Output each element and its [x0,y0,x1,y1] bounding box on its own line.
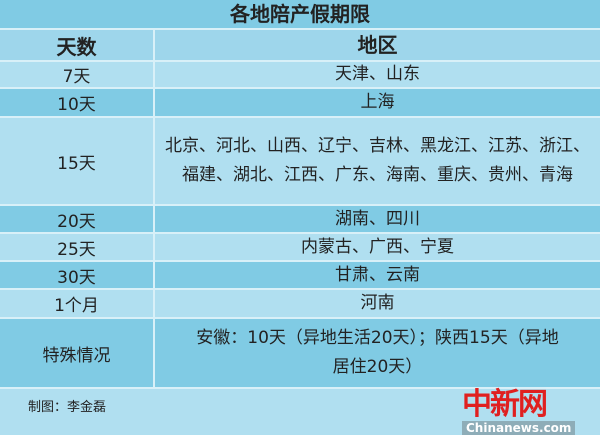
table-row: 30天 甘肃、云南 [0,262,600,290]
regions-cell: 湖南、四川 [335,208,420,229]
days-cell: 30天 [0,262,155,288]
regions-cell: 甘肃、云南 [335,264,420,285]
chinanews-logo: 中新网 [462,387,548,422]
regions-cell: 内蒙古、广西、宁夏 [301,236,454,257]
header-regions: 地区 [357,32,398,57]
days-cell: 15天 [0,118,155,204]
regions-cell: 上海 [360,92,395,112]
days-cell: 7天 [0,62,155,87]
table-row: 25天 内蒙古、广西、宁夏 [0,234,600,262]
table-row: 1个月 河南 [0,290,600,319]
regions-cell: 安徽：10天（异地生活20天）；陕西15天（异地居住20天） [196,328,559,377]
credit-text: 制图：李金磊 [28,400,107,415]
table-row: 15天 北京、河北、山西、辽宁、吉林、黑龙江、江苏、浙江、福建、湖北、江西、广东… [0,118,600,206]
days-cell: 1个月 [0,290,155,317]
chinanews-site-watermark: Chinanews.com [462,421,576,435]
header-days: 天数 [0,30,155,60]
days-cell: 20天 [0,206,155,232]
table-row: 20天 湖南、四川 [0,206,600,234]
regions-cell: 北京、河北、山西、辽宁、吉林、黑龙江、江苏、浙江、福建、湖北、江西、广东、海南、… [165,136,590,185]
regions-cell: 河南 [360,293,395,313]
table-header: 天数 地区 [0,30,600,62]
days-cell: 特殊情况 [0,319,155,387]
table-title: 各地陪产假期限 [0,0,600,30]
days-cell: 25天 [0,234,155,260]
days-cell: 10天 [0,89,155,116]
regions-cell: 天津、山东 [335,64,420,84]
table-row: 特殊情况 安徽：10天（异地生活20天）；陕西15天（异地居住20天） [0,319,600,389]
table-row: 7天 天津、山东 [0,62,600,89]
table-row: 10天 上海 [0,89,600,118]
